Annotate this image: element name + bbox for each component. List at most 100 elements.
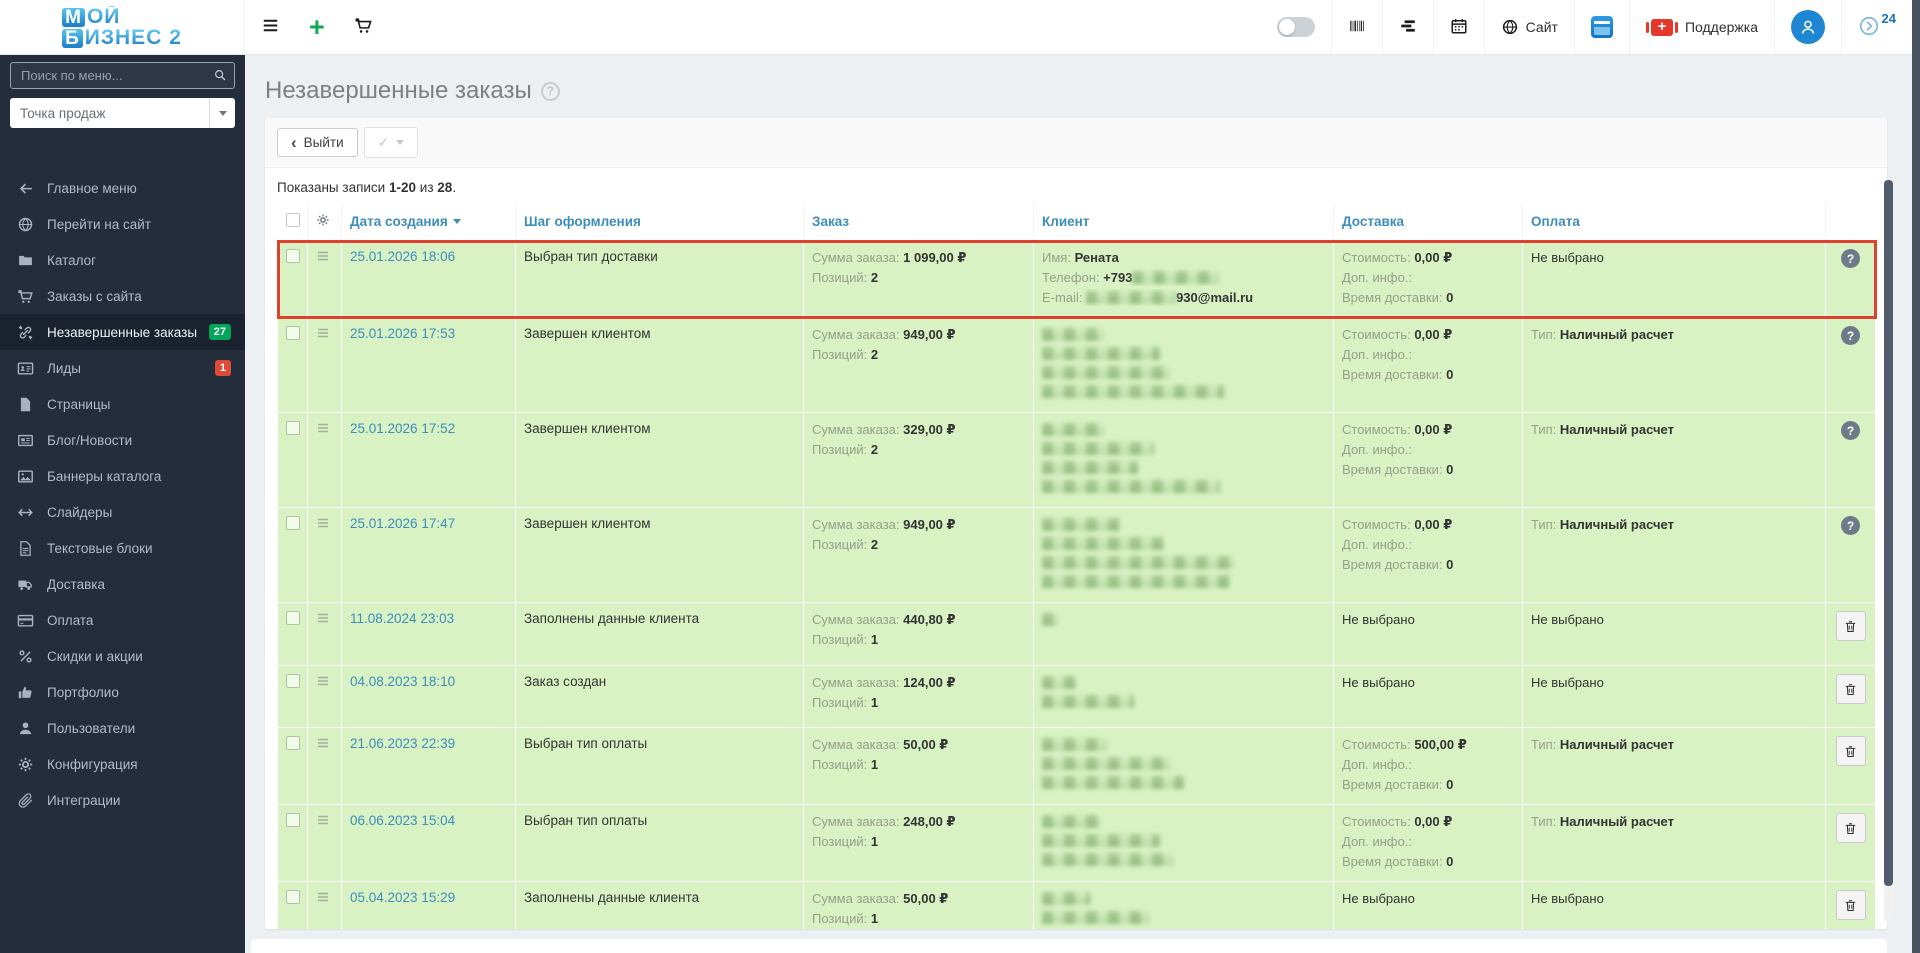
table-row: 25.01.2026 17:53 Завершен клиентом Сумма… [277,317,1876,413]
barcode-button[interactable] [1330,0,1382,54]
gear-icon [17,756,34,773]
header-step[interactable]: Шаг оформления [515,203,804,241]
order-date-link[interactable]: 25.01.2026 17:53 [350,326,456,341]
payment-cell: Тип: Наличный расчет [1522,727,1826,805]
sidebar-item-users[interactable]: Пользователи [0,710,245,746]
calendar-button[interactable] [1432,0,1484,54]
order-date-link[interactable]: 06.06.2023 15:04 [350,813,456,828]
support-24-button[interactable]: 24 [1841,0,1906,54]
sidebar-item-pages[interactable]: Страницы [0,386,245,422]
sidebar-item-payment[interactable]: Оплата [0,602,245,638]
delete-button[interactable] [1835,736,1866,766]
trash-icon [1843,898,1858,913]
row-checkbox[interactable] [286,326,300,340]
row-checkbox[interactable] [286,813,300,827]
blue-app-button[interactable] [1573,0,1629,54]
site-link[interactable]: Сайт [1483,0,1574,54]
row-checkbox[interactable] [286,516,300,530]
row-handle-icon[interactable] [316,674,330,691]
sidebar-item-sliders[interactable]: Слайдеры [0,494,245,530]
help-icon[interactable]: ? [1841,326,1860,345]
sidebar-item-main-menu[interactable]: Главное меню [0,170,245,206]
table-header-row: Дата создания Шаг оформления Заказ Клиен… [277,203,1876,241]
sidebar-item-blog-news[interactable]: Блог/Новости [0,422,245,458]
sidebar-item-portfolio[interactable]: Портфолио [0,674,245,710]
column-settings-gear-icon[interactable] [316,213,330,227]
redacted-client-data [1042,537,1164,550]
order-date-link[interactable]: 21.06.2023 22:39 [350,736,456,751]
delete-button[interactable] [1835,674,1866,704]
table-row: 06.06.2023 15:04 Выбран тип оплаты Сумма… [277,804,1876,882]
redacted-client-data [1042,738,1108,751]
caret-down-icon [396,140,405,145]
delivery-cell: Не выбрано [1333,665,1523,728]
sidebar-item-leads[interactable]: Лиды 1 [0,350,245,386]
row-handle-icon[interactable] [316,421,330,438]
row-handle-icon[interactable] [316,890,330,907]
checkout-step: Завершен клиентом [524,516,651,531]
order-date-link[interactable]: 25.01.2026 17:47 [350,516,456,531]
user-icon [17,720,34,737]
select-all-checkbox[interactable] [285,213,300,227]
sidebar-item-site-orders[interactable]: Заказы с сайта [0,278,245,314]
row-checkbox[interactable] [286,249,300,263]
row-handle-icon[interactable] [316,813,330,830]
support-link[interactable]: Поддержка [1628,0,1774,54]
sort-by-date-header[interactable]: Дата создания [350,214,461,229]
row-checkbox[interactable] [286,611,300,625]
sidebar-item-catalog-banners[interactable]: Баннеры каталога [0,458,245,494]
sidebar-item-catalog[interactable]: Каталог [0,242,245,278]
row-handle-icon[interactable] [316,516,330,533]
order-date-link[interactable]: 25.01.2026 18:06 [350,249,456,264]
row-handle-icon[interactable] [316,249,330,266]
sidebar-item-text-blocks[interactable]: Текстовые блоки [0,530,245,566]
apply-dropdown-button[interactable]: ✓ [363,127,419,158]
row-handle-icon[interactable] [316,326,330,343]
delivery-cell: Стоимость: 0,00 ₽ Доп. инфо.: Время доста… [1333,317,1523,413]
menu-search-input[interactable] [10,62,235,89]
exit-button[interactable]: ‹ Выйти [277,128,358,157]
row-handle-icon[interactable] [316,611,330,628]
sidebar-item-label: Незавершенные заказы [47,324,198,340]
help-icon[interactable]: ? [1841,421,1860,440]
tasks-button[interactable] [1381,0,1433,54]
page-scrollbar-thumb[interactable] [1912,0,1920,953]
cart-button[interactable] [338,0,389,54]
order-date-link[interactable]: 04.08.2023 18:10 [350,674,456,689]
add-button[interactable]: + [296,0,338,54]
help-icon[interactable]: ? [540,81,560,101]
sidebar-item-configuration[interactable]: Конфигурация [0,746,245,782]
header-toggle[interactable] [1261,0,1331,54]
sidebar-item-discounts[interactable]: Скидки и акции [0,638,245,674]
header-client[interactable]: Клиент [1033,203,1334,241]
delete-button[interactable] [1835,611,1866,641]
help-icon[interactable]: ? [1841,516,1860,535]
sales-point-select[interactable]: Точка продаж [10,98,235,128]
delivery-cell: Не выбрано [1333,602,1523,666]
help-icon[interactable]: ? [1841,249,1860,268]
row-handle-icon[interactable] [316,736,330,753]
sidebar-item-go-to-site[interactable]: Перейти на сайт [0,206,245,242]
delete-button[interactable] [1835,813,1866,843]
order-date-link[interactable]: 11.08.2024 23:03 [350,611,455,626]
sidebar-item-delivery[interactable]: Доставка [0,566,245,602]
user-menu[interactable] [1774,0,1841,54]
sidebar-item-incomplete-orders[interactable]: Незавершенные заказы 27 [0,314,245,350]
row-checkbox[interactable] [286,674,300,688]
table-scrollbar-thumb[interactable] [1884,180,1893,886]
row-checkbox[interactable] [286,736,300,750]
row-checkbox[interactable] [286,890,300,904]
sidebar-toggle-button[interactable] [245,0,296,54]
sidebar-item-integrations[interactable]: Интеграции [0,782,245,818]
row-checkbox[interactable] [286,421,300,435]
delete-button[interactable] [1835,890,1866,920]
redacted-client-data [1042,695,1134,708]
header-delivery[interactable]: Доставка [1333,203,1523,241]
order-date-link[interactable]: 25.01.2026 17:52 [350,421,456,436]
order-date-link[interactable]: 05.04.2023 15:29 [350,890,456,905]
header-order[interactable]: Заказ [803,203,1034,241]
redacted-client-data [1042,347,1160,360]
app-logo[interactable]: М ОЙ Б ИЗНЕС 2 [0,0,245,54]
header-payment[interactable]: Оплата [1522,203,1826,241]
